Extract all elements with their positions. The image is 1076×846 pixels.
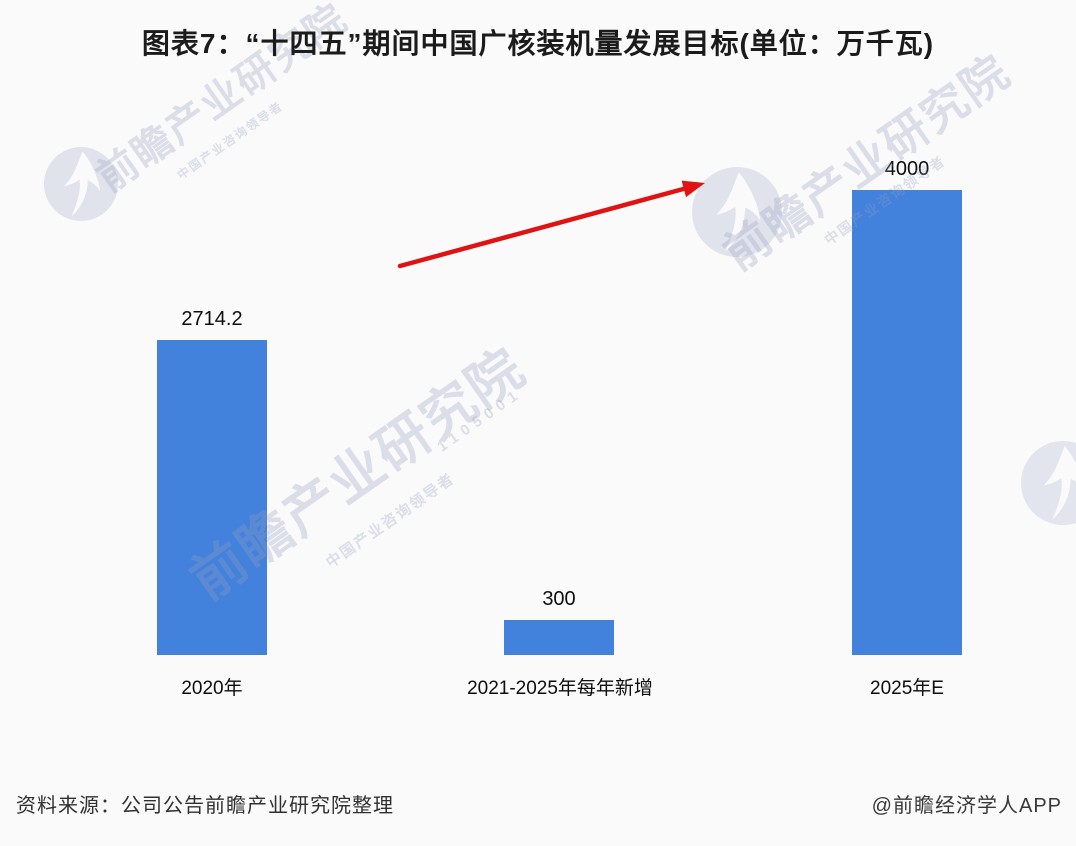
bar-value-label: 300 [542, 588, 576, 611]
bar-group-2020: 2714.2 [157, 307, 267, 655]
bar-value-label: 4000 [884, 158, 930, 180]
qianzhan-logo-watermark-icon [692, 167, 782, 257]
source-note: 资料来源：公司公告前瞻产业研究院整理 [16, 795, 394, 817]
x-axis-label: 2021-2025年每年新增 [467, 678, 653, 699]
bar [504, 620, 614, 655]
bar [157, 339, 267, 655]
bar-value-label: 2714.2 [181, 307, 243, 330]
qianzhan-logo-watermark-icon [1021, 441, 1076, 525]
bar [852, 190, 962, 655]
qianzhan-logo-watermark-icon [44, 147, 118, 221]
watermark-code-text: 1105001 [434, 384, 526, 456]
chart-title: 图表7：“十四五”期间中国广核装机量发展目标(单位：万千瓦) [141, 28, 935, 59]
watermark-tagline-text: 中国产业咨询领导者 [174, 98, 286, 183]
x-axis-label: 2020年 [181, 678, 243, 699]
watermark-tagline-text: 中国产业咨询领导者 [323, 469, 459, 572]
credit-note: @前瞻经济学人APP [871, 795, 1062, 817]
x-axis-label: 2025年E [870, 678, 944, 699]
bar-group-2021-2025: 300 [504, 588, 614, 655]
bar-group-2025e: 4000 [852, 158, 962, 655]
trend-arrow-line [397, 185, 690, 269]
trend-arrow-head [681, 180, 705, 198]
